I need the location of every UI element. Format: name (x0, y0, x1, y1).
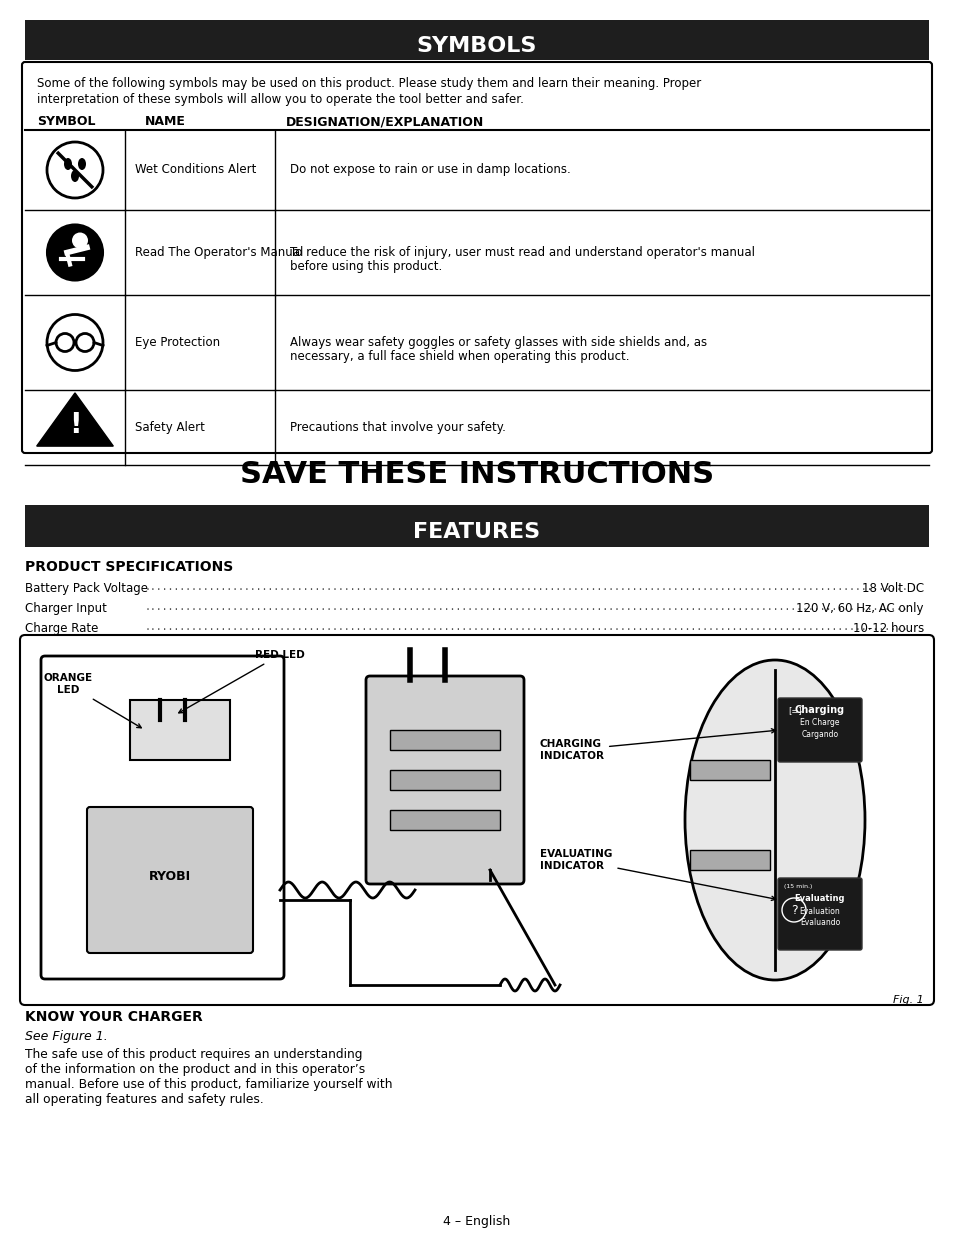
FancyBboxPatch shape (778, 878, 862, 950)
Text: SYMBOL: SYMBOL (37, 115, 95, 128)
Ellipse shape (684, 659, 864, 981)
Text: Charging: Charging (794, 705, 844, 715)
Text: necessary, a full face shield when operating this product.: necessary, a full face shield when opera… (290, 350, 629, 363)
Bar (390, 730, 499, 750)
Ellipse shape (64, 158, 71, 170)
Bar (130, 700, 230, 760)
Circle shape (47, 225, 103, 280)
Text: NAME: NAME (145, 115, 186, 128)
FancyBboxPatch shape (778, 698, 862, 762)
Text: The safe use of this product requires an understanding
of the information on the: The safe use of this product requires an… (25, 1049, 392, 1107)
Text: ................................................................................: ........................................… (145, 622, 908, 632)
Polygon shape (36, 393, 113, 446)
FancyBboxPatch shape (87, 806, 253, 953)
Ellipse shape (78, 158, 86, 170)
Text: SYMBOLS: SYMBOLS (416, 36, 537, 56)
Text: En Charge: En Charge (800, 718, 839, 727)
Text: Evaluando: Evaluando (799, 918, 840, 927)
Text: Always wear safety goggles or safety glasses with side shields and, as: Always wear safety goggles or safety gla… (290, 336, 706, 348)
Text: SAVE THESE INSTRUCTIONS: SAVE THESE INSTRUCTIONS (240, 459, 713, 489)
Text: CHARGING
INDICATOR: CHARGING INDICATOR (539, 729, 775, 761)
Text: Fig. 1: Fig. 1 (892, 995, 923, 1005)
Text: Eye Protection: Eye Protection (135, 336, 220, 348)
Text: ................................................................................: ........................................… (145, 601, 908, 613)
Text: (15 min.): (15 min.) (783, 884, 812, 889)
Text: Battery Pack Voltage: Battery Pack Voltage (25, 582, 148, 595)
Text: ORANGE
LED: ORANGE LED (44, 673, 141, 727)
Text: !: ! (69, 411, 81, 438)
Text: See Figure 1.: See Figure 1. (25, 1030, 108, 1044)
Text: interpretation of these symbols will allow you to operate the tool better and sa: interpretation of these symbols will all… (37, 93, 523, 106)
Text: [=]: [=] (787, 706, 801, 715)
Text: DESIGNATION/EXPLANATION: DESIGNATION/EXPLANATION (286, 115, 483, 128)
Text: Safety Alert: Safety Alert (135, 420, 205, 433)
Text: Read The Operator's Manual: Read The Operator's Manual (135, 246, 303, 258)
Text: Wet Conditions Alert: Wet Conditions Alert (135, 163, 256, 177)
Text: Do not expose to rain or use in damp locations.: Do not expose to rain or use in damp loc… (290, 163, 570, 177)
Bar (390, 810, 499, 830)
Bar (390, 769, 499, 790)
Text: RYOBI: RYOBI (149, 869, 191, 883)
Text: PRODUCT SPECIFICATIONS: PRODUCT SPECIFICATIONS (25, 559, 233, 574)
Text: Evaluating: Evaluating (794, 894, 844, 903)
Text: 18 Volt DC: 18 Volt DC (861, 582, 923, 595)
Text: Charger Input: Charger Input (25, 601, 107, 615)
Text: ?: ? (790, 904, 797, 916)
FancyBboxPatch shape (20, 635, 933, 1005)
Circle shape (71, 232, 88, 248)
Text: Precautions that involve your safety.: Precautions that involve your safety. (290, 420, 505, 433)
Text: To reduce the risk of injury, user must read and understand operator's manual: To reduce the risk of injury, user must … (290, 246, 754, 258)
FancyBboxPatch shape (366, 676, 523, 884)
Text: 120 V, 60 Hz, AC only: 120 V, 60 Hz, AC only (796, 601, 923, 615)
Text: RED LED: RED LED (178, 650, 304, 713)
Text: FEATURES: FEATURES (413, 522, 540, 542)
Text: 4 – English: 4 – English (443, 1215, 510, 1228)
Bar (689, 850, 769, 869)
Ellipse shape (71, 170, 79, 182)
Text: Cargando: Cargando (801, 730, 838, 739)
Text: Some of the following symbols may be used on this product. Please study them and: Some of the following symbols may be use… (37, 77, 700, 90)
Text: Evaluation: Evaluation (799, 906, 840, 916)
Bar (689, 760, 769, 781)
Text: Charge Rate: Charge Rate (25, 622, 98, 635)
Bar (25, 505, 928, 547)
Text: before using this product.: before using this product. (290, 259, 442, 273)
Text: KNOW YOUR CHARGER: KNOW YOUR CHARGER (25, 1010, 203, 1024)
FancyBboxPatch shape (22, 62, 931, 453)
Text: 10-12 hours: 10-12 hours (852, 622, 923, 635)
Bar (25, 20, 928, 61)
Text: ................................................................................: ........................................… (145, 582, 908, 592)
Text: EVALUATING
INDICATOR: EVALUATING INDICATOR (539, 850, 775, 900)
FancyBboxPatch shape (41, 656, 284, 979)
